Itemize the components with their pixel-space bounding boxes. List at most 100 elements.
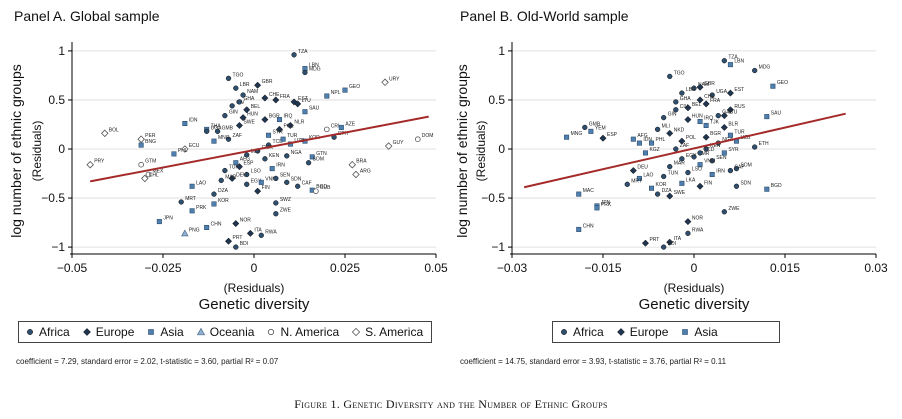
legend-label: S. America [365, 325, 424, 339]
x-axis-sublabel: (Residuals) [224, 281, 285, 295]
data-point-label: DZA [218, 188, 229, 194]
data-point-label: RWA [692, 227, 704, 233]
data-point-label: IRQ [704, 116, 713, 122]
data-point [679, 180, 685, 186]
data-point [384, 142, 393, 150]
data-point-label: SAU [309, 106, 320, 112]
data-point [214, 128, 221, 134]
data-point-label: IRQ [283, 114, 292, 120]
data-point-label: AZE [345, 121, 355, 127]
data-point [685, 169, 691, 176]
legend-item: S. America [351, 325, 423, 339]
data-point-label: BGR [710, 131, 721, 137]
data-point [709, 92, 715, 98]
data-point [709, 158, 715, 164]
data-point-label: AFG [240, 157, 250, 163]
data-point [661, 244, 667, 250]
data-point [673, 99, 679, 105]
data-point [100, 129, 109, 138]
data-point-label: BGD [771, 183, 782, 189]
data-point-label: LBN [309, 63, 319, 69]
data-point-label: ZWE [280, 208, 292, 214]
data-point-label: KOR [656, 182, 667, 188]
data-point [636, 175, 642, 181]
data-point [348, 160, 357, 169]
legend-marker-icon [561, 329, 567, 335]
data-point-label: MAR [674, 161, 686, 167]
data-point [564, 134, 570, 140]
legend-item: Oceania [196, 325, 254, 339]
data-point-label: CUB [320, 185, 331, 191]
data-point [697, 162, 703, 168]
data-point-label: SWZ [280, 197, 291, 203]
data-point-label: BNG [145, 139, 156, 145]
data-point [309, 154, 315, 160]
data-point [181, 145, 189, 153]
data-point-label: PHL [656, 137, 666, 143]
data-point-label: BGD [316, 184, 327, 190]
data-point-label: IRN [716, 169, 725, 175]
data-point-label: CHN [211, 221, 222, 227]
legend-marker [561, 329, 567, 335]
data-point-label: TUR [287, 133, 298, 139]
data-point [294, 100, 302, 108]
data-point-label: ZAF [680, 143, 689, 149]
legend-marker-icon [27, 329, 33, 335]
x-tick-label: 0.03 [864, 261, 888, 275]
data-point [642, 150, 648, 156]
data-point-label: JPN [163, 216, 173, 222]
data-point [764, 186, 770, 192]
data-point [338, 124, 344, 130]
data-point [721, 150, 727, 156]
data-point [667, 164, 673, 170]
x-tick-label: −0.03 [497, 261, 528, 275]
data-point [697, 119, 703, 125]
legend-label: Asia [694, 325, 718, 339]
data-point-label: SOM [313, 157, 324, 163]
data-point [691, 85, 697, 91]
data-point-label: NAM [247, 89, 258, 95]
data-point [178, 199, 184, 205]
data-point [720, 123, 728, 131]
data-point [233, 244, 239, 250]
x-axis-label: Genetic diversity [639, 296, 750, 313]
y-tick-label: 0.5 [488, 93, 505, 107]
data-point-label: SWE [674, 190, 686, 196]
data-point [224, 237, 233, 245]
data-point [235, 121, 243, 130]
data-point-label: GTM [145, 159, 156, 165]
data-point-label: AFG [637, 133, 647, 139]
data-point [770, 83, 776, 89]
data-point-label: GBR [704, 81, 715, 87]
y-tick-label: 1 [58, 44, 65, 58]
data-point [137, 135, 145, 143]
data-point-label: ZAF [233, 133, 242, 139]
data-point [244, 181, 250, 187]
data-point [673, 107, 679, 113]
data-point-label: EST [298, 96, 308, 102]
data-point-label: EGY [686, 153, 697, 159]
data-point-label: LAO [196, 180, 206, 186]
data-point-label: BLR [728, 121, 738, 127]
data-point-label: PER [145, 133, 156, 139]
data-point [86, 160, 94, 169]
data-point-label: GHA [243, 96, 255, 102]
y-axis-label: log number of ethnic groups [454, 64, 470, 238]
data-point [181, 229, 189, 237]
data-point-label: GEO [349, 84, 360, 90]
data-point-label: MRT [631, 178, 642, 184]
data-point-label: GMB [589, 121, 601, 127]
data-point-label: ZWE [728, 206, 740, 212]
data-point [703, 122, 709, 128]
data-point [239, 114, 247, 122]
data-point [696, 96, 704, 104]
data-point-label: BDI [240, 241, 248, 247]
data-point-label: IRN [276, 163, 285, 169]
data-point-label: PHL [178, 148, 188, 154]
x-tick-label: 0 [691, 261, 698, 275]
data-point-label: FRA [280, 94, 291, 100]
legend-label: Africa [573, 325, 604, 339]
data-point [752, 144, 758, 150]
data-point-label: SEN [716, 155, 727, 161]
data-point-label: LSO [692, 167, 702, 173]
